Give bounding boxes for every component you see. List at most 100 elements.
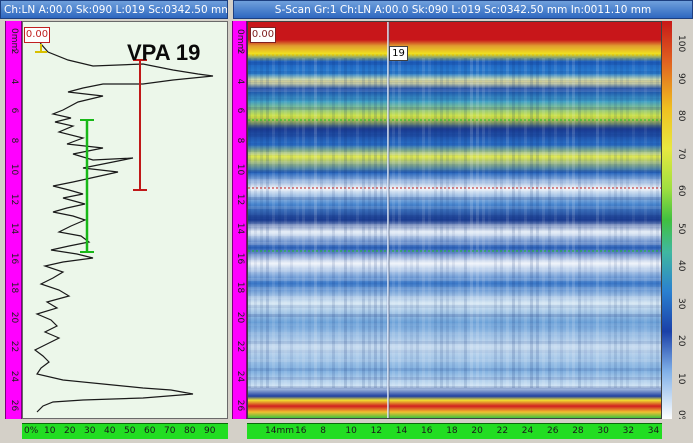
sscan-band [248, 269, 661, 272]
amplitude-tick-label: 0% [24, 426, 39, 436]
sscan-title-bar: S-Scan Gr:1 Ch:LN A:00.0 Sk:090 L:019 Sc… [233, 0, 693, 19]
depth-tick-label: 14 [235, 222, 245, 235]
depth-unit-label-right: 0mm [235, 29, 245, 53]
color-scale-tick-label: 80 [676, 110, 686, 122]
depth-tick-label: 4 [9, 78, 19, 84]
ascan-amplitude-ruler[interactable]: 0% 10 20 30 40 50 60 70 80 90 [22, 423, 228, 439]
scan-unit-label: 14mm [265, 426, 294, 436]
overlay-label: VPA 19 [127, 40, 201, 65]
sscan-band [248, 80, 661, 83]
sscan-stripe [590, 58, 593, 388]
ascan-view[interactable]: VPA 19 [22, 21, 228, 419]
sscan-band [248, 305, 661, 308]
scan-tick-label: 12 [370, 426, 383, 436]
sscan-band [248, 215, 661, 218]
depth-unit-label: 0mm [9, 28, 19, 52]
sscan-stripe [482, 58, 485, 388]
sscan-band [248, 251, 661, 254]
sscan-stripe [656, 58, 659, 388]
depth-tick-label: 2 [235, 48, 245, 55]
sscan-band [248, 377, 661, 380]
color-scale-tick-label: 30 [676, 297, 686, 309]
scan-tick-label: 14 [395, 426, 408, 436]
sscan-stripe [452, 58, 455, 388]
sscan-stripe [278, 58, 281, 388]
amplitude-tick-label: 90 [204, 426, 216, 436]
sscan-band [248, 170, 661, 173]
color-scale-ruler: 100 90 80 70 60 50 40 30 20 10 0% [672, 21, 693, 419]
sscan-image [248, 22, 661, 418]
sscan-stripe [632, 58, 635, 388]
sscan-stripe [494, 58, 497, 388]
sscan-stripe [320, 58, 323, 388]
depth-tick-label: 26 [235, 399, 245, 412]
sscan-stripe [374, 58, 377, 388]
ascan-plot [33, 31, 214, 413]
depth-tick-label: 6 [9, 107, 19, 114]
sscan-stripe [524, 58, 527, 388]
depth-tick-label: 20 [9, 311, 19, 323]
sscan-stripe [542, 58, 545, 388]
depth-tick-label: 8 [235, 137, 245, 143]
sscan-stripe [440, 58, 443, 388]
ascan-depth-ruler[interactable]: 0mm 2 4 6 8 10 12 14 16 18 20 22 24 26 [5, 21, 22, 419]
sscan-band [248, 89, 661, 92]
depth-tick-label: 24 [9, 370, 19, 382]
sscan-scan-ruler[interactable]: 14mm 16 8 10 12 14 16 18 20 22 24 26 28 30 32 34 [247, 423, 662, 439]
scan-tick-label: 26 [547, 426, 559, 436]
depth-tick-label: 2 [9, 48, 19, 55]
sscan-band [248, 233, 661, 236]
sscan-band [248, 71, 661, 74]
sscan-stripe [356, 58, 359, 388]
sscan-stripe [518, 58, 521, 388]
scan-tick-label: 18 [446, 426, 458, 436]
sscan-stripe [554, 58, 557, 388]
sscan-stripe [428, 58, 431, 388]
color-scale-tick-label: 0% [676, 410, 686, 419]
sscan-stripe [266, 58, 269, 388]
sscan-stripe [650, 58, 653, 388]
sscan-band [248, 332, 661, 335]
sscan-band [248, 107, 661, 110]
sscan-band [248, 143, 661, 146]
depth-tick-label: 22 [9, 340, 19, 353]
depth-tick-label: 6 [235, 107, 245, 114]
depth-tick-label: 10 [9, 163, 19, 176]
depth-tick-label: 8 [9, 137, 19, 143]
scan-tick-label: 30 [597, 426, 609, 436]
sscan-depth-ruler[interactable]: 0mm 2 4 6 8 10 12 14 16 18 20 22 24 26 [232, 21, 247, 419]
sscan-stripe [362, 58, 365, 388]
sscan-texture [248, 58, 661, 389]
sscan-stripe [476, 58, 479, 388]
sscan-band [248, 287, 661, 290]
sscan-band [248, 197, 661, 200]
sscan-stripe [290, 58, 293, 388]
sscan-stripe [446, 58, 449, 388]
scan-tick-label: 20 [471, 426, 483, 436]
amplitude-tick-label: 30 [84, 426, 96, 436]
scan-cursor-tag: 19 [389, 46, 408, 61]
color-palette-bar [662, 21, 672, 419]
sscan-band [248, 296, 661, 299]
sscan-band [248, 359, 661, 362]
ascan-waveform [33, 31, 214, 413]
sscan-stripe [404, 58, 407, 388]
sscan-stripe [488, 58, 491, 388]
sscan-view[interactable] [247, 21, 662, 419]
scan-tick-label: 24 [521, 426, 534, 436]
sscan-stripe [302, 58, 305, 388]
sscan-stripe [398, 58, 401, 388]
scan-tick-label: 16 [421, 426, 433, 436]
scan-tick-label: 34 [647, 426, 660, 436]
sscan-gate-value: 0.00 [250, 27, 276, 43]
sscan-band [248, 368, 661, 371]
scan-tick-label: 32 [622, 426, 635, 436]
scan-tick-label: 16 [295, 426, 307, 436]
sscan-stripe [584, 58, 587, 388]
sscan-band [248, 314, 661, 317]
sscan-band [248, 179, 661, 182]
sscan-band [248, 98, 661, 101]
sscan-band [248, 386, 661, 389]
scan-tick-label: 28 [572, 426, 584, 436]
amplitude-tick-label: 80 [184, 426, 196, 436]
